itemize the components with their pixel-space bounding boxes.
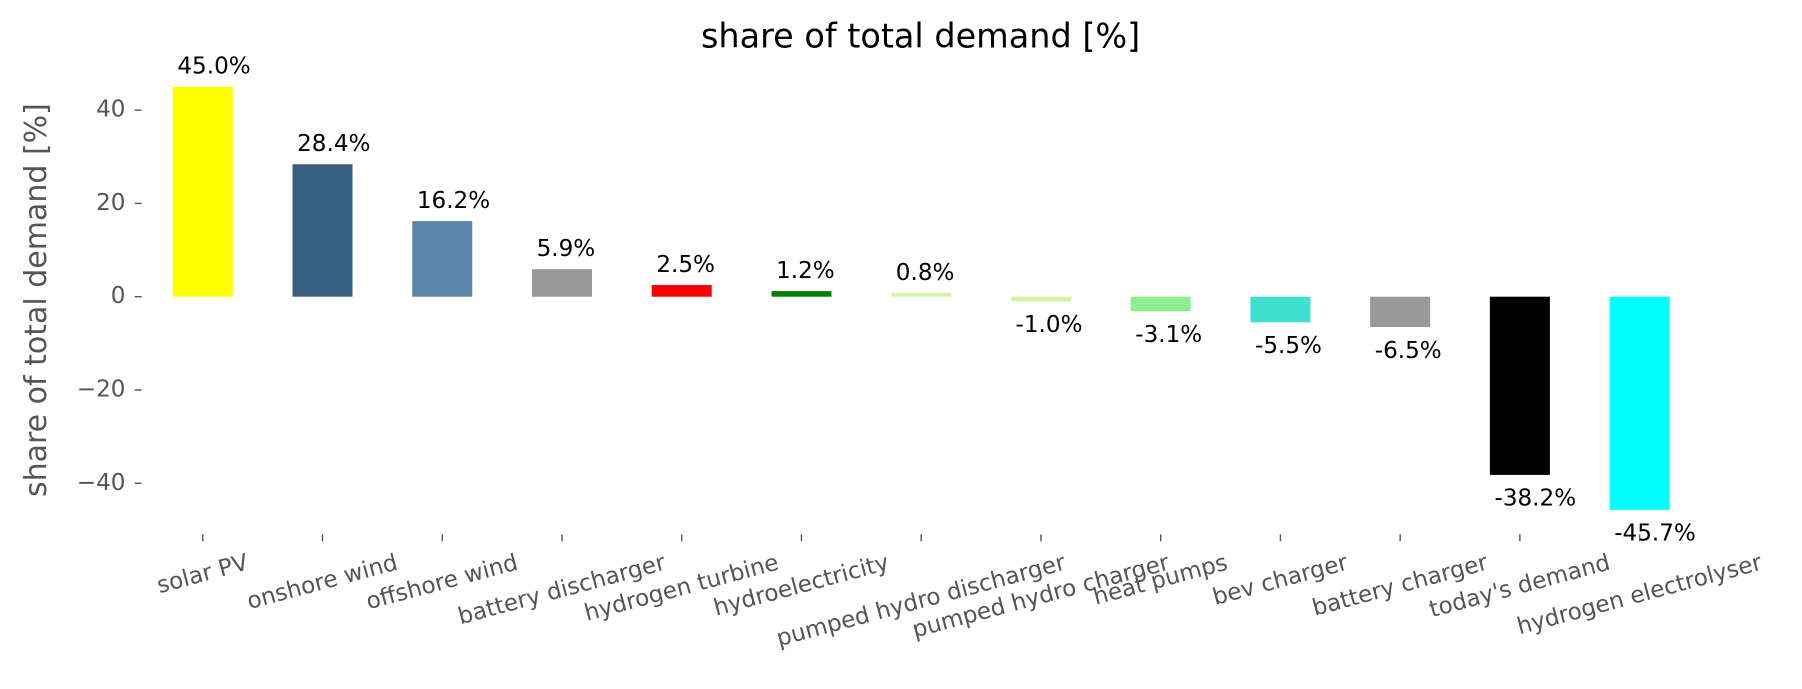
bar bbox=[1609, 296, 1670, 510]
value-label: 45.0% bbox=[177, 54, 250, 80]
bar bbox=[1489, 296, 1550, 475]
bar bbox=[172, 86, 233, 297]
bar bbox=[1370, 296, 1431, 328]
y-tick-label: 0 bbox=[111, 283, 126, 309]
y-tick-label: −40 bbox=[77, 470, 126, 496]
value-label: 1.2% bbox=[776, 258, 835, 284]
value-label: 2.5% bbox=[656, 252, 715, 278]
y-tick-label: 40 bbox=[96, 97, 125, 123]
value-label: -3.1% bbox=[1135, 322, 1202, 348]
bar bbox=[1130, 296, 1191, 312]
bar bbox=[1010, 296, 1071, 302]
value-label: -38.2% bbox=[1494, 486, 1576, 512]
bar bbox=[292, 164, 353, 297]
bar bbox=[412, 221, 473, 297]
bar bbox=[891, 292, 952, 297]
value-label: 5.9% bbox=[537, 236, 596, 262]
y-tick-label: 20 bbox=[96, 190, 125, 216]
bar bbox=[651, 285, 712, 297]
bar bbox=[1250, 296, 1311, 323]
value-label: -1.0% bbox=[1016, 312, 1083, 338]
bar bbox=[531, 269, 592, 297]
value-label: -5.5% bbox=[1255, 333, 1322, 359]
y-tick-label: −20 bbox=[77, 376, 126, 402]
value-label: -6.5% bbox=[1375, 338, 1442, 364]
chart-title: share of total demand [%] bbox=[701, 17, 1140, 56]
x-tick-label: solar PV bbox=[154, 550, 251, 599]
y-axis-label: share of total demand [%] bbox=[19, 103, 54, 497]
value-label: 28.4% bbox=[297, 131, 370, 157]
bar bbox=[771, 291, 832, 297]
value-label: -45.7% bbox=[1614, 521, 1696, 547]
value-label: 0.8% bbox=[896, 260, 955, 286]
value-label: 16.2% bbox=[417, 188, 490, 214]
